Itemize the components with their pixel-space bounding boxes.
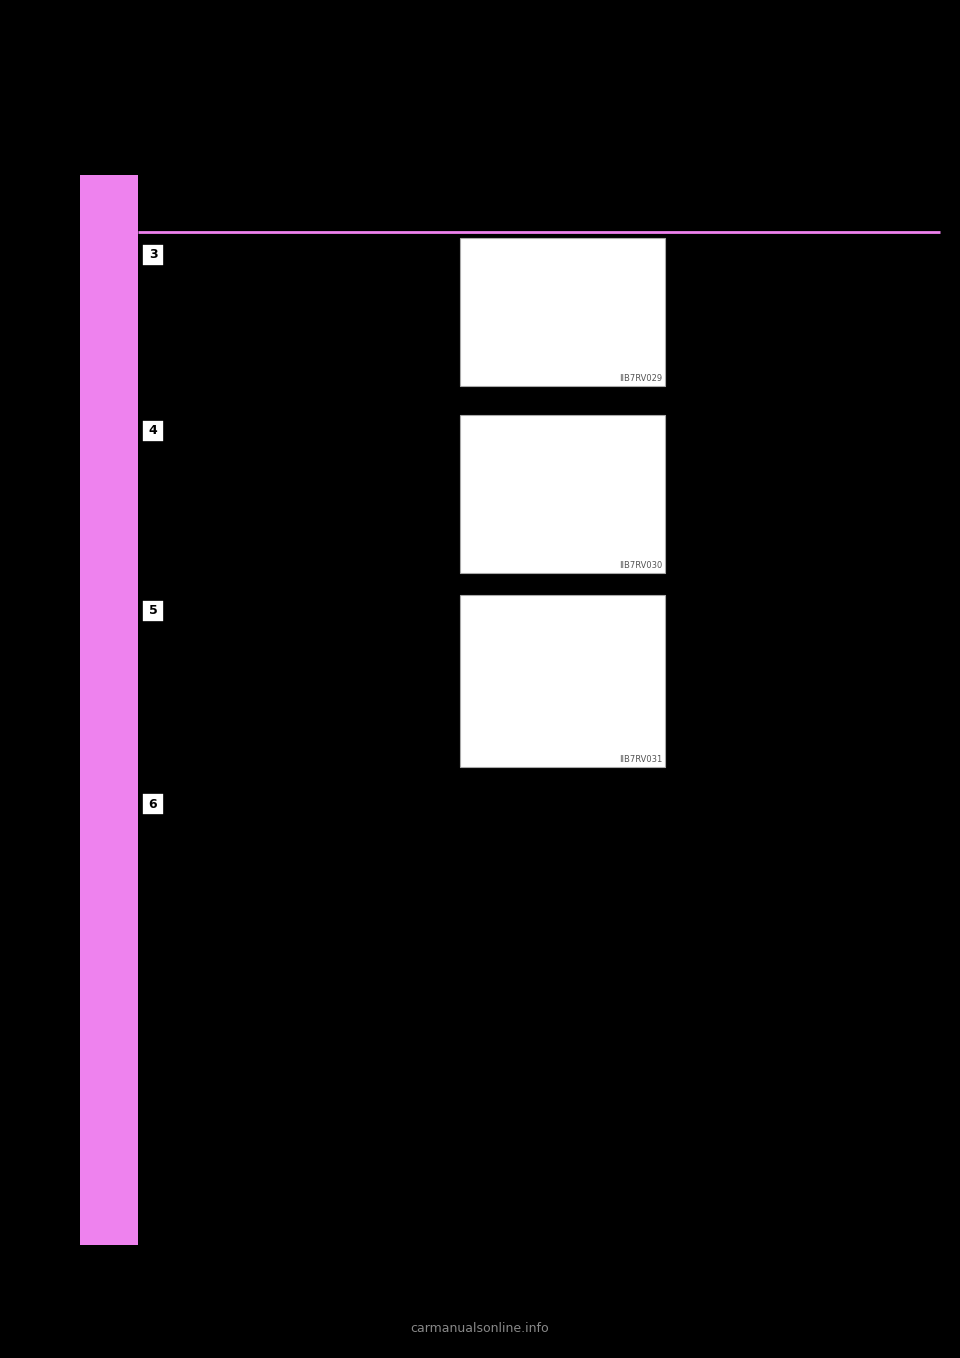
Text: IIB7RV029: IIB7RV029	[619, 373, 662, 383]
Bar	[460, 238, 665, 386]
Text: IIB7RV031: IIB7RV031	[619, 755, 662, 765]
Bar	[142, 793, 164, 815]
Text: IIB7RV030: IIB7RV030	[619, 561, 662, 570]
Text: 4: 4	[149, 425, 157, 437]
Text: 3: 3	[149, 249, 157, 262]
Text: 5: 5	[149, 604, 157, 618]
Bar	[460, 416, 665, 573]
Text: carmanualsonline.info: carmanualsonline.info	[411, 1321, 549, 1335]
Bar	[460, 595, 665, 767]
Bar	[80, 175, 138, 1245]
Bar	[142, 244, 164, 266]
Bar	[142, 600, 164, 622]
Text: 6: 6	[149, 797, 157, 811]
Bar	[142, 420, 164, 441]
